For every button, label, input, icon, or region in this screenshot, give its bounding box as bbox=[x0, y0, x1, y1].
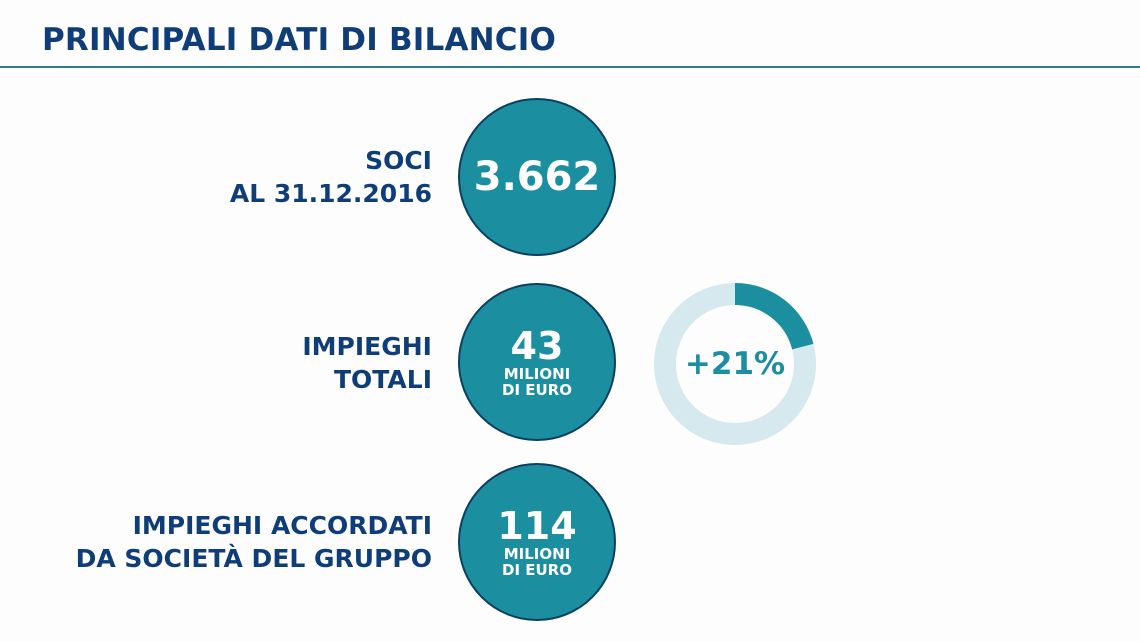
impieghi-accordati-unit-line-2: DI EURO bbox=[502, 561, 572, 579]
impieghi-totali-value: 43 bbox=[510, 324, 564, 368]
growth-percentage: +21% bbox=[684, 346, 786, 382]
impieghi-accordati-label: IMPIEGHI ACCORDATI DA SOCIETÀ DEL GRUPPO bbox=[76, 509, 432, 575]
title-divider bbox=[0, 66, 1140, 68]
impieghi-totali-label-line-2: TOTALI bbox=[334, 365, 432, 394]
impieghi-accordati-label-line-2: DA SOCIETÀ DEL GRUPPO bbox=[75, 544, 432, 573]
page-title: PRINCIPALI DATI DI BILANCIO bbox=[42, 22, 557, 58]
soci-value-circle: 3.662 bbox=[458, 98, 616, 256]
soci-value: 3.662 bbox=[473, 154, 601, 200]
soci-label-line-1: SOCI bbox=[365, 146, 432, 175]
impieghi-totali-label: IMPIEGHI TOTALI bbox=[302, 330, 432, 396]
impieghi-totali-unit-line-2: DI EURO bbox=[502, 381, 572, 399]
soci-label-line-2: AL 31.12.2016 bbox=[229, 179, 432, 208]
impieghi-totali-label-line-1: IMPIEGHI bbox=[302, 332, 432, 361]
impieghi-totali-unit-line-1: MILIONI bbox=[503, 365, 571, 383]
impieghi-accordati-value: 114 bbox=[497, 504, 577, 548]
growth-donut-chart: +21% bbox=[652, 281, 818, 447]
growth-donut-progress bbox=[654, 283, 816, 445]
growth-donut-svg bbox=[654, 283, 816, 445]
impieghi-totali-value-circle: 43 MILIONI DI EURO bbox=[458, 283, 616, 441]
impieghi-accordati-value-circle: 114 MILIONI DI EURO bbox=[458, 463, 616, 621]
impieghi-accordati-unit-line-1: MILIONI bbox=[503, 545, 571, 563]
impieghi-accordati-label-line-1: IMPIEGHI ACCORDATI bbox=[132, 511, 432, 540]
soci-label: SOCI AL 31.12.2016 bbox=[230, 144, 432, 210]
